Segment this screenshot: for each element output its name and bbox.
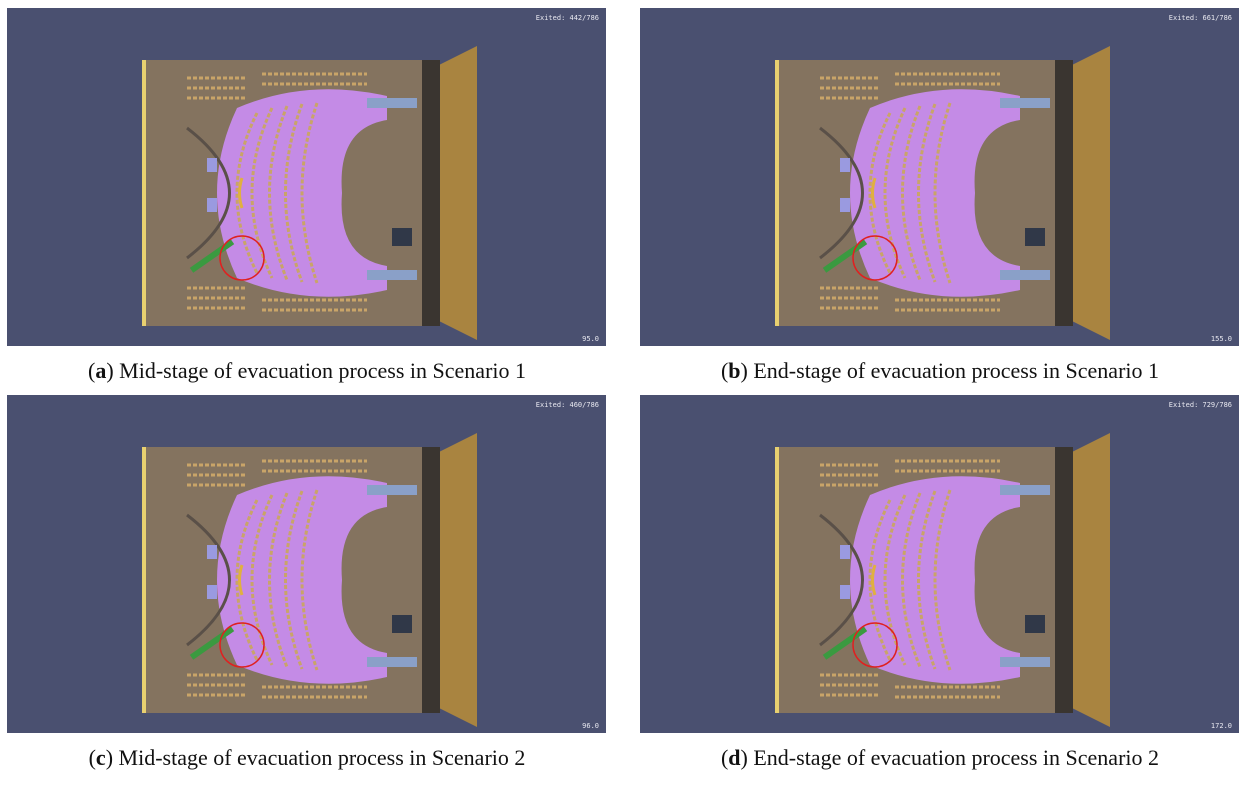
- exited-count: Exited: 460/786: [536, 401, 599, 409]
- caption-label: c: [96, 745, 106, 770]
- theatre-plan: [640, 8, 1239, 346]
- sim-time: 95.0: [582, 335, 599, 343]
- sim-time: 96.0: [582, 722, 599, 730]
- caption-text: ) End-stage of evacuation process in Sce…: [741, 358, 1159, 383]
- figure: Exited: 442/78695.0(a) Mid-stage of evac…: [0, 0, 1246, 785]
- caption-label: b: [728, 358, 740, 383]
- caption-label: d: [728, 745, 740, 770]
- caption-label: a: [95, 358, 106, 383]
- theatre-plan: [7, 395, 606, 733]
- caption-text: ) Mid-stage of evacuation process in Sce…: [106, 358, 526, 383]
- caption: (a) Mid-stage of evacuation process in S…: [0, 358, 617, 384]
- theatre-plan: [7, 8, 606, 346]
- exited-count: Exited: 729/786: [1169, 401, 1232, 409]
- simulation-screenshot: Exited: 661/786 155.0: [640, 8, 1239, 346]
- theatre-plan: [640, 395, 1239, 733]
- sim-time: 155.0: [1211, 335, 1232, 343]
- simulation-screenshot: Exited: 460/786 96.0: [7, 395, 606, 733]
- caption-open: (: [89, 745, 96, 770]
- caption-text: ) Mid-stage of evacuation process in Sce…: [106, 745, 526, 770]
- caption: (c) Mid-stage of evacuation process in S…: [0, 745, 617, 771]
- sim-time: 172.0: [1211, 722, 1232, 730]
- simulation-screenshot: Exited: 729/786 172.0: [640, 395, 1239, 733]
- exited-count: Exited: 661/786: [1169, 14, 1232, 22]
- exited-count: Exited: 442/786: [536, 14, 599, 22]
- caption-text: ) End-stage of evacuation process in Sce…: [741, 745, 1159, 770]
- simulation-screenshot: Exited: 442/786 95.0: [7, 8, 606, 346]
- caption: (d) End-stage of evacuation process in S…: [630, 745, 1246, 771]
- caption: (b) End-stage of evacuation process in S…: [630, 358, 1246, 384]
